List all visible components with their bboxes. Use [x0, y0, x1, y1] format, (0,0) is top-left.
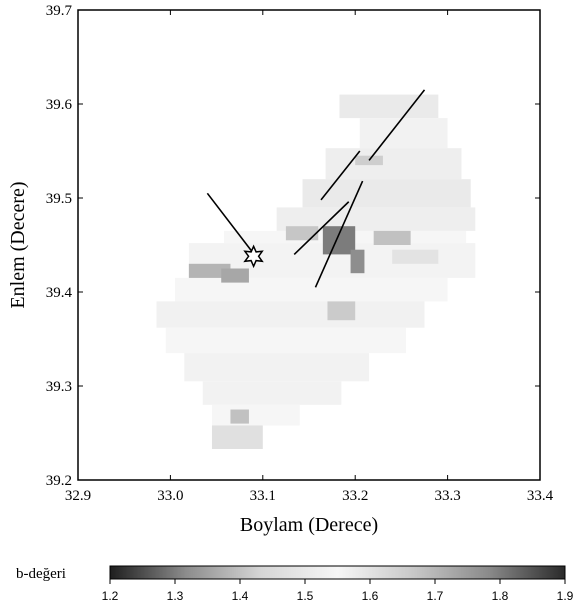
colorbar-tick-label: 1.7 [427, 589, 444, 603]
heatmap-cell [230, 409, 249, 424]
y-tick-label: 39.4 [46, 285, 73, 301]
heatmap-cell [327, 301, 356, 321]
heatmap-cell [202, 381, 342, 405]
x-axis-ticks: 32.9 33.0 33.1 33.2 33.3 33.4 [65, 10, 554, 504]
fault-line [320, 150, 361, 201]
x-tick-label: 33.0 [157, 488, 183, 504]
y-tick-label: 39.5 [46, 191, 72, 207]
colorbar-tick-label: 1.8 [492, 589, 509, 603]
y-tick-label: 39.6 [46, 97, 73, 113]
x-tick-label: 33.1 [250, 488, 276, 504]
heatmap-cell [392, 249, 439, 264]
heatmap-cell [322, 226, 356, 255]
colorbar-tick-label: 1.4 [232, 589, 249, 603]
colorbar-tick-label: 1.9 [557, 589, 574, 603]
y-tick-label: 39.2 [46, 473, 72, 489]
heatmap-cell [285, 226, 319, 241]
heatmap-cell [325, 148, 462, 180]
colorbar-tick-label: 1.5 [297, 589, 314, 603]
heatmap-cell [221, 268, 249, 283]
heatmap-cell [339, 94, 439, 119]
heatmap-cell [156, 301, 425, 328]
heatmap-cell [276, 207, 476, 231]
heatmap-cell [175, 277, 448, 302]
b-value-heatmap [156, 94, 476, 449]
x-axis-label: Boylam (Derece) [240, 514, 378, 536]
x-tick-label: 33.4 [527, 488, 554, 504]
x-tick-label: 33.3 [434, 488, 460, 504]
heatmap-cell [359, 118, 448, 149]
colorbar [109, 565, 566, 580]
heatmap-cell [188, 263, 231, 278]
y-tick-label: 39.3 [46, 379, 72, 395]
fault-line [206, 192, 257, 258]
x-tick-label: 32.9 [65, 488, 91, 504]
colorbar-tick-label: 1.6 [362, 589, 379, 603]
heatmap-cell [302, 179, 471, 208]
y-tick-label: 39.7 [46, 3, 73, 19]
heatmap-cell [350, 249, 365, 274]
colorbar-tick-label: 1.3 [167, 589, 184, 603]
heatmap-cell [184, 353, 370, 382]
fault-line [368, 89, 426, 161]
epicenter-star-icon [243, 244, 264, 269]
heatmap-cell [165, 327, 407, 354]
colorbar-ticks: 1.2 1.3 1.4 1.5 1.6 1.7 1.8 1.9 [102, 579, 574, 603]
fault-lines [206, 89, 426, 288]
y-axis-label: Enlem (Decere) [7, 181, 29, 308]
fault-line [293, 201, 350, 255]
heatmap-cell [211, 425, 263, 449]
plot-frame [77, 9, 541, 481]
heatmap-cell [373, 230, 411, 245]
colorbar-label: b-değeri [16, 566, 66, 582]
y-axis-ticks: 39.2 39.3 39.4 39.5 39.6 39.7 [46, 3, 540, 489]
fault-line [314, 180, 364, 288]
x-tick-label: 33.2 [342, 488, 368, 504]
heatmap-cell [211, 404, 300, 426]
colorbar-tick-label: 1.2 [102, 589, 119, 603]
